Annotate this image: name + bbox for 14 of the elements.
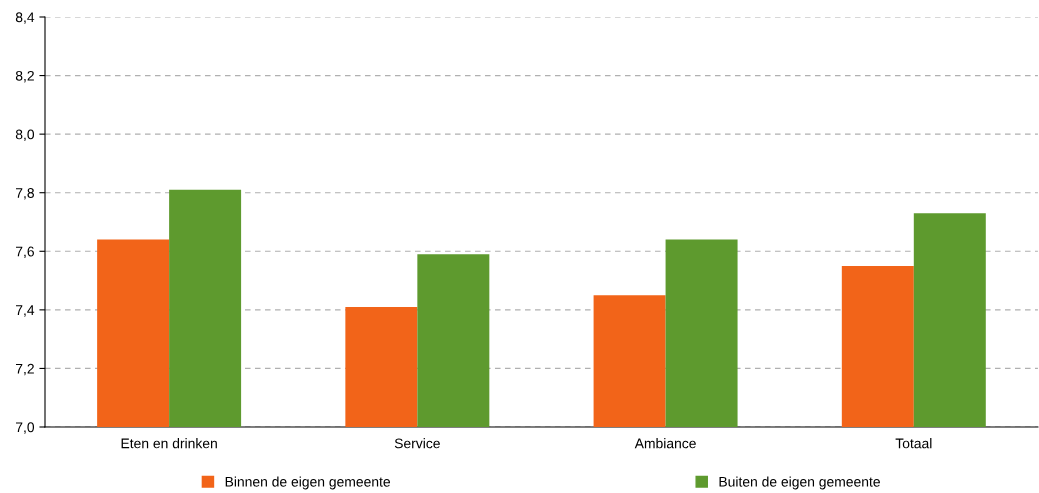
x-tick-label: Eten en drinken: [121, 438, 217, 449]
x-tick-label: Totaal: [895, 438, 932, 449]
x-tick-label: Service: [394, 438, 440, 449]
y-tick-label: 7,4: [15, 305, 35, 317]
y-tick-label: 7,0: [15, 422, 35, 434]
y-tick-label: 7,6: [15, 246, 34, 259]
x-tick-label: Ambiance: [634, 438, 696, 449]
y-tick-label: 8,2: [15, 70, 34, 83]
y-tick-label: 8,4: [15, 12, 35, 24]
y-tick-label: 7,8: [15, 188, 34, 200]
y-tick-label: 8,0: [15, 129, 35, 141]
legend-label: Buiten de eigen gemeente: [719, 476, 880, 490]
y-tick-label: 7,2: [15, 363, 34, 376]
legend-label: Binnen de eigen gemeente: [225, 476, 391, 490]
